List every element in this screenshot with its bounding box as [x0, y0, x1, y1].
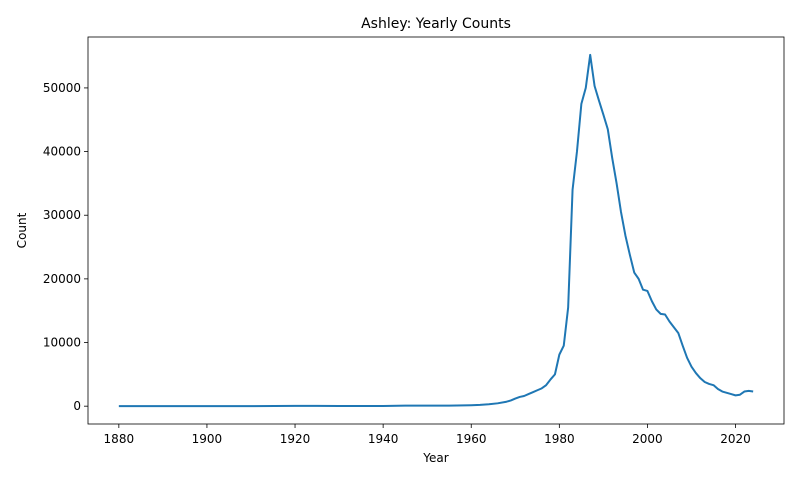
y-tick-label: 20000	[43, 272, 81, 286]
x-tick-label: 1960	[456, 432, 487, 446]
x-axis-label: Year	[422, 451, 448, 465]
x-axis: 1880 1900 1920 1940 1960 1980 2000 2020	[104, 424, 751, 446]
plot-area	[118, 53, 754, 408]
y-tick-label: 40000	[43, 145, 81, 159]
chart-title: Ashley: Yearly Counts	[361, 16, 511, 32]
x-tick-label: 1880	[104, 432, 135, 446]
x-tick-label: 1980	[544, 432, 575, 446]
x-tick-label: 2000	[632, 432, 663, 446]
y-tick-label: 50000	[43, 81, 81, 95]
x-tick-label: 1900	[192, 432, 223, 446]
x-tick-label: 2020	[720, 432, 751, 446]
y-tick-label: 10000	[43, 336, 81, 350]
y-axis: 0 10000 20000 30000 40000 50000	[43, 81, 88, 413]
x-tick-label: 1940	[368, 432, 399, 446]
series-line	[118, 53, 754, 408]
y-tick-label: 0	[73, 399, 81, 413]
plot-frame	[87, 36, 785, 425]
x-tick-label: 1920	[280, 432, 311, 446]
y-axis-label: Count	[15, 212, 29, 248]
y-tick-label: 30000	[43, 208, 81, 222]
